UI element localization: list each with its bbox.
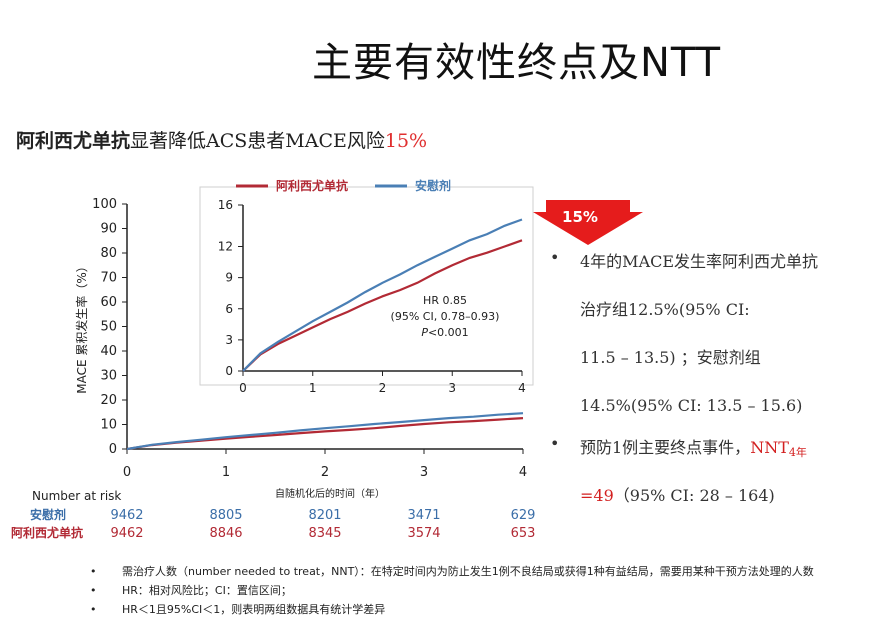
inset-series-line — [242, 239, 523, 372]
risk-value: 653 — [511, 526, 536, 541]
footnote-text: HR：相对风险比；CI：置信区间； — [122, 584, 292, 597]
footnotes: • 需治疗人数（number needed to treat，NNT）：在特定时间… — [90, 562, 814, 619]
ci-annotation: (95% CI, 0.78–0.93) — [391, 310, 500, 323]
inset-frame — [199, 186, 534, 386]
y-tick-label: 90 — [100, 222, 117, 237]
nnt-label: NNT — [750, 438, 789, 457]
inset-x-tick-label: 4 — [518, 381, 526, 395]
y-tick-label: 80 — [100, 246, 117, 261]
y-tick-label: 70 — [100, 271, 117, 286]
callout-badge: 15% — [562, 208, 598, 226]
footnote-text: 需治疗人数（number needed to treat，NNT）：在特定时间内… — [122, 565, 814, 578]
subtitle-text: 显著降低ACS患者MACE风险 — [130, 130, 385, 152]
nnt-subscript: 4年 — [788, 446, 807, 459]
risk-value: 8846 — [209, 526, 242, 541]
risk-row-label: 安慰剂 — [30, 507, 66, 522]
x-tick-label: 1 — [222, 465, 230, 480]
b1-line1-prefix: 4年的MACE发生率 — [580, 252, 723, 271]
b1-line2: 治疗组12.5%(95% CI: — [580, 300, 750, 319]
inset-x-tick-label: 2 — [379, 381, 387, 395]
inset-x-tick-label: 1 — [309, 381, 317, 395]
legend-label: 阿利西尤单抗 — [276, 178, 348, 193]
inset-y-tick-label: 12 — [218, 240, 233, 254]
risk-value: 629 — [511, 508, 536, 523]
y-tick-label: 60 — [100, 295, 117, 310]
footnote-item: • 需治疗人数（number needed to treat，NNT）：在特定时间… — [90, 562, 814, 581]
y-axis-label: MACE 累积发生率（%） — [74, 260, 89, 394]
bullet-icon: • — [550, 434, 560, 453]
series-line — [126, 417, 524, 451]
risk-table-title: Number at risk — [32, 489, 121, 503]
legend-label: 安慰剂 — [415, 178, 451, 193]
y-tick-label: 0 — [109, 442, 117, 457]
p-value: <0.001 — [428, 326, 469, 339]
y-tick-label: 100 — [92, 197, 117, 212]
callout-bullet-2: • 预防1例主要终点事件，NNT4年 =49（95% CI: 28 – 164) — [550, 434, 888, 530]
x-tick-label: 4 — [519, 465, 527, 480]
nnt-ci: （95% CI: 28 – 164) — [613, 486, 775, 505]
p-annotation: P<0.001 — [421, 326, 468, 339]
inset-y-tick-label: 6 — [225, 302, 233, 316]
subtitle: 阿利西尤单抗显著降低ACS患者MACE风险15% — [16, 126, 427, 153]
down-arrow-icon — [533, 200, 643, 245]
b1-line3: 11.5 – 13.5) ；安慰剂组 — [580, 348, 761, 367]
risk-value: 8345 — [308, 526, 341, 541]
inset-x-tick-label: 3 — [448, 381, 456, 395]
hr-annotation: HR 0.85 — [423, 294, 467, 307]
bullet-icon: • — [550, 248, 560, 267]
series-line — [126, 412, 524, 451]
b1-line4: 14.5%(95% CI: 13.5 – 15.6) — [580, 396, 803, 415]
risk-value: 3574 — [407, 526, 440, 541]
risk-value: 9462 — [110, 526, 143, 541]
bullet-icon: • — [90, 603, 97, 616]
y-tick-label: 20 — [100, 393, 117, 408]
inset-y-tick-label: 3 — [225, 333, 233, 347]
callout-bullet-1: • 4年的MACE发生率阿利西尤单抗 治疗组12.5%(95% CI: 11.5… — [550, 248, 888, 440]
footnote-text: HR＜1且95%CI＜1，则表明两组数据具有统计学差异 — [122, 603, 386, 616]
p-label: P — [421, 326, 428, 339]
subtitle-drug: 阿利西尤单抗 — [16, 130, 131, 152]
bullet-icon: • — [90, 565, 97, 578]
risk-value: 3471 — [407, 508, 440, 523]
risk-value: 8201 — [308, 508, 341, 523]
inset-y-tick-label: 0 — [225, 364, 233, 378]
inset-y-tick-label: 16 — [218, 198, 233, 212]
inset-y-tick-label: 9 — [225, 271, 233, 285]
reduction-callout-arrow: 15% — [533, 200, 643, 245]
page-title: 主要有效性终点及NTT — [312, 40, 722, 86]
x-tick-label: 0 — [123, 465, 131, 480]
b1-drug: 阿利西尤单抗 — [722, 252, 819, 271]
inset-series-line — [242, 218, 523, 372]
risk-value: 9462 — [110, 508, 143, 523]
y-tick-label: 40 — [100, 344, 117, 359]
y-tick-label: 10 — [100, 418, 117, 433]
y-tick-label: 50 — [100, 320, 117, 335]
subtitle-percent: 15% — [384, 130, 428, 152]
inset-x-tick-label: 0 — [239, 381, 247, 395]
number-at-risk-table: Number at risk 安慰剂 9462 8805 8201 3471 629 阿利西尤… — [11, 489, 535, 541]
risk-value: 8805 — [209, 508, 242, 523]
footnote-item: • HR＜1且95%CI＜1，则表明两组数据具有统计学差异 — [90, 600, 814, 619]
b2-line1-prefix: 预防1例主要终点事件， — [580, 438, 751, 457]
nnt-value: =49 — [580, 486, 614, 505]
callout-text: • 4年的MACE发生率阿利西尤单抗 治疗组12.5%(95% CI: 11.5… — [550, 248, 888, 530]
risk-row-label: 阿利西尤单抗 — [11, 525, 83, 540]
x-tick-label: 2 — [321, 465, 329, 480]
x-axis-label: 自随机化后的时间（年） — [275, 487, 385, 500]
x-tick-label: 3 — [420, 465, 428, 480]
footnote-item: • HR：相对风险比；CI：置信区间； — [90, 581, 814, 600]
y-tick-label: 30 — [100, 369, 117, 384]
bullet-icon: • — [90, 584, 97, 597]
